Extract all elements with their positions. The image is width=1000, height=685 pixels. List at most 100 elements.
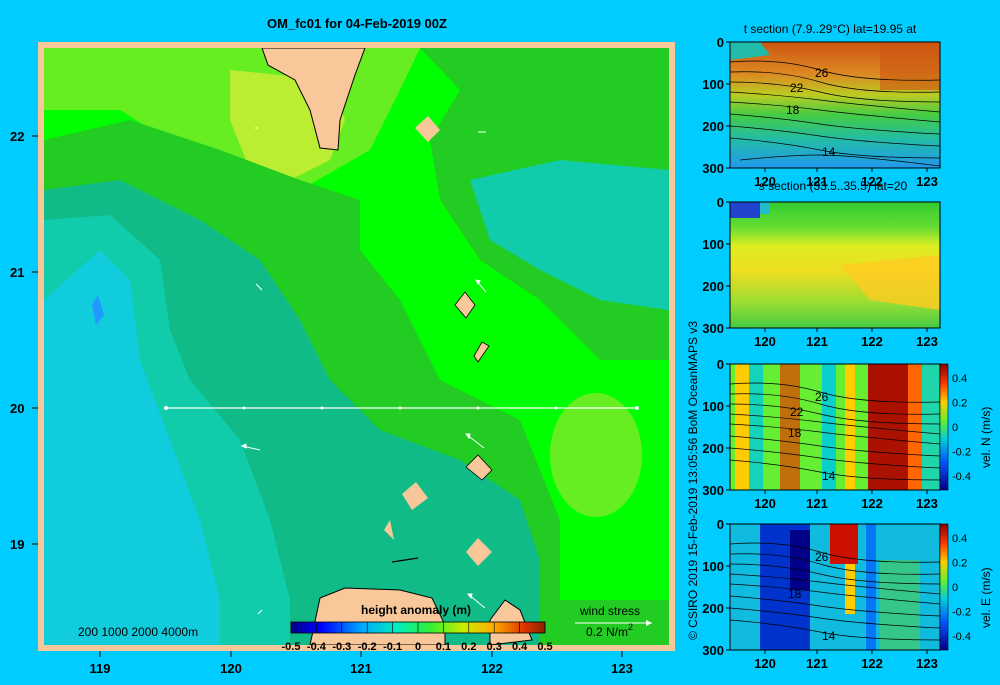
panel-y-tick-label: 0 bbox=[717, 357, 724, 372]
panel-y-tick-label: 0 bbox=[717, 517, 724, 532]
ssh-turquoise-east bbox=[470, 160, 669, 310]
panel-x-tick-label: 122 bbox=[861, 334, 883, 349]
panel-y-tick-label: 0 bbox=[717, 195, 724, 210]
wind-scale-arrowhead bbox=[646, 620, 652, 626]
panel-cbar-tick-label: -0.2 bbox=[952, 447, 971, 459]
panel-s-section: s section (33.5..35.5) lat=20 bbox=[729, 179, 941, 329]
panel-t-contour-14: 14 bbox=[822, 145, 836, 159]
panel-t-section: t section (7.9..29°C) lat=19.95 at 26 22… bbox=[729, 22, 941, 169]
map-y-tick-label: 20 bbox=[10, 401, 24, 416]
island-taiwan bbox=[261, 48, 366, 151]
island-d bbox=[465, 454, 493, 481]
panel-x-tick-label: 121 bbox=[806, 656, 828, 671]
panel-axes: 0 100 200 300 120 121 122 123 0 100 200 300 120 121 12… bbox=[702, 35, 971, 671]
panel-x-tick-label: 122 bbox=[861, 496, 883, 511]
map-x-tick-label: 120 bbox=[220, 661, 242, 676]
panel-x-tick-label: 121 bbox=[806, 496, 828, 511]
coast-fragment bbox=[391, 557, 419, 563]
panel-ve-contour-18: 18 bbox=[788, 587, 802, 601]
panel-s-fresh-surface bbox=[730, 202, 760, 218]
section-line bbox=[164, 406, 639, 410]
panel-vn-contours bbox=[729, 382, 941, 481]
panel-vn-band-3 bbox=[780, 364, 800, 490]
wind-scale-superscript: 2 bbox=[628, 622, 633, 632]
panel-vn-colorbar bbox=[939, 363, 949, 491]
panel-y-tick-label: 200 bbox=[702, 279, 724, 294]
depth-legend: 200 1000 2000 4000m bbox=[78, 625, 198, 639]
panel-cbar-tick-label: 0 bbox=[952, 422, 958, 434]
panel-s-frame bbox=[729, 201, 941, 329]
panel-vn-band-1 bbox=[735, 364, 749, 490]
colorbar-tick-label: -0.1 bbox=[383, 641, 402, 653]
panel-vn-band-5 bbox=[845, 364, 855, 490]
panel-ve-colorbar bbox=[939, 523, 949, 651]
panel-s-fresh-edge bbox=[760, 202, 770, 214]
panel-ve-section: 26 18 14 vel. E (m/s) bbox=[729, 523, 993, 651]
map-y-tick-label: 21 bbox=[10, 265, 24, 280]
panel-x-tick-label: 122 bbox=[861, 174, 883, 189]
panel-cbar-tick-label: -0.4 bbox=[952, 631, 971, 643]
ssh-cyan-west bbox=[44, 250, 220, 645]
map-y-tick-label: 19 bbox=[10, 537, 24, 552]
colorbar-title: height anomaly (m) bbox=[361, 603, 471, 617]
panel-ve-cbar-label: vel. E (m/s) bbox=[979, 567, 993, 628]
colorbar-tick-label: 0 bbox=[415, 641, 421, 653]
panel-t-contours bbox=[729, 60, 941, 167]
height-colorbar: height anomaly (m) -0.5 -0.4 -0.3 -0.2 -0.1 0… bbox=[282, 603, 553, 653]
panel-x-tick-label: 123 bbox=[916, 334, 938, 349]
panel-ve-contours bbox=[729, 542, 941, 641]
panel-s-title: s section (33.5..35.5) lat=20 bbox=[759, 179, 908, 193]
map-x-tick-label: 121 bbox=[350, 661, 372, 676]
panel-y-tick-label: 300 bbox=[702, 643, 724, 658]
colorbar-tick-label: -0.2 bbox=[358, 641, 377, 653]
panel-y-tick-label: 200 bbox=[702, 601, 724, 616]
panel-x-tick-label: 120 bbox=[754, 174, 776, 189]
panel-cbar-tick-label: -0.4 bbox=[952, 471, 971, 483]
panel-cbar-tick-label: 0.4 bbox=[952, 373, 967, 385]
island-a bbox=[415, 116, 440, 142]
island-c bbox=[473, 341, 490, 363]
panel-vn-contour-22: 22 bbox=[790, 405, 804, 419]
panel-ve-band-5 bbox=[866, 524, 876, 650]
panel-y-tick-label: 100 bbox=[702, 77, 724, 92]
panel-vn-cbar-label: vel. N (m/s) bbox=[979, 407, 993, 468]
panel-t-surface-cold bbox=[730, 42, 770, 60]
panel-x-tick-label: 120 bbox=[754, 656, 776, 671]
panel-ve-band-3 bbox=[830, 524, 858, 564]
map-x-tick-label: 119 bbox=[90, 661, 111, 676]
panel-vn-section: 26 22 18 14 vel. N (m/s) bbox=[729, 363, 993, 491]
panel-ve-band-6 bbox=[880, 560, 920, 650]
ssh-lightgreen-east-eddy bbox=[550, 393, 642, 517]
panel-x-tick-label: 120 bbox=[754, 334, 776, 349]
colorbar-tick-label: 0.3 bbox=[487, 641, 502, 653]
panel-y-tick-label: 300 bbox=[702, 161, 724, 176]
panel-x-tick-label: 121 bbox=[806, 334, 828, 349]
panel-ve-contour-26: 26 bbox=[815, 550, 829, 564]
map-title: OM_fc01 for 04-Feb-2019 00Z bbox=[267, 16, 447, 31]
panel-t-contour-26: 26 bbox=[815, 66, 829, 80]
island-b bbox=[454, 291, 476, 319]
colorbar-tick-label: -0.3 bbox=[332, 641, 351, 653]
map-x-axis: 119 120 121 122 123 bbox=[90, 651, 633, 676]
colorbar-tick-label: 0.2 bbox=[461, 641, 476, 653]
panel-y-tick-label: 300 bbox=[702, 321, 724, 336]
panel-t-warm-east bbox=[880, 42, 940, 90]
panel-ve-band-4 bbox=[845, 564, 855, 614]
panel-vn-band-8 bbox=[922, 364, 940, 490]
colorbar-tick-label: -0.4 bbox=[307, 641, 327, 653]
panel-y-tick-label: 0 bbox=[717, 35, 724, 50]
main-map: 200 1000 2000 4000m height anomaly (m) -… bbox=[10, 42, 675, 676]
panel-x-tick-label: 123 bbox=[916, 174, 938, 189]
ssh-blue-spot bbox=[92, 295, 104, 325]
panel-ve-band-2 bbox=[790, 530, 810, 590]
panel-x-tick-label: 122 bbox=[861, 656, 883, 671]
panel-y-tick-label: 100 bbox=[702, 237, 724, 252]
wind-vectors bbox=[240, 127, 487, 615]
wind-legend-label: wind stress bbox=[579, 604, 640, 618]
panel-vn-contour-26: 26 bbox=[815, 390, 829, 404]
panel-vn-contour-14: 14 bbox=[822, 469, 836, 483]
panel-cbar-tick-label: 0 bbox=[952, 582, 958, 594]
panel-x-tick-label: 120 bbox=[754, 496, 776, 511]
panel-cbar-tick-label: 0.2 bbox=[952, 398, 967, 410]
